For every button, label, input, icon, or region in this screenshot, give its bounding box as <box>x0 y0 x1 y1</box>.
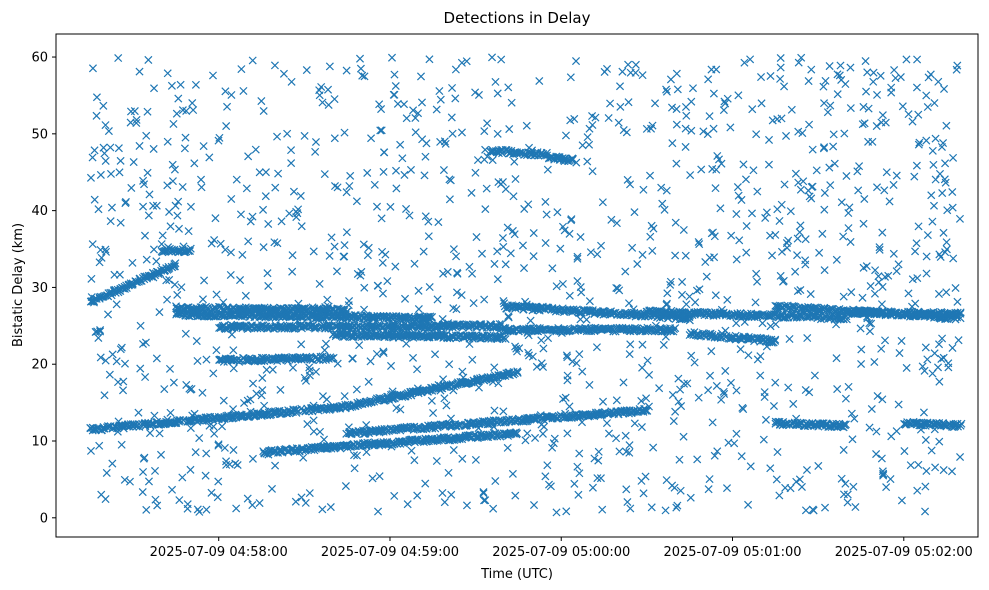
data-markers <box>86 53 966 517</box>
y-axis-label: Bistatic Delay (km) <box>11 223 26 347</box>
detection-marker <box>332 441 341 450</box>
detection-marker <box>170 262 179 271</box>
detection-marker <box>465 433 474 442</box>
detection-marker <box>165 263 174 273</box>
y-tick-label: 20 <box>31 358 48 373</box>
y-tick-label: 60 <box>31 51 48 66</box>
y-tick-label: 40 <box>31 204 48 219</box>
x-axis-label: Time (UTC) <box>480 567 553 582</box>
detection-marker <box>579 410 588 419</box>
detection-marker <box>553 414 562 423</box>
detection-marker <box>156 269 165 278</box>
y-tick-label: 30 <box>31 281 48 296</box>
y-tick-label: 50 <box>31 127 48 142</box>
detection-marker <box>335 402 344 411</box>
detection-marker <box>641 406 650 415</box>
detection-marker <box>512 429 522 438</box>
detection-marker <box>171 259 180 268</box>
x-tick-label: 2025-07-09 04:58:00 <box>150 545 288 560</box>
detection-marker <box>439 421 448 430</box>
x-tick-label: 2025-07-09 05:01:00 <box>663 545 801 560</box>
detection-marker <box>513 368 522 377</box>
detection-marker <box>643 406 652 415</box>
detection-marker <box>185 246 194 256</box>
detection-marker <box>128 420 137 429</box>
detection-marker <box>624 409 634 418</box>
detection-marker <box>186 244 195 253</box>
detection-marker <box>452 421 461 430</box>
x-tick-label: 2025-07-09 05:00:00 <box>492 545 630 560</box>
chart-title: Detections in Delay <box>444 9 591 27</box>
x-tick-label: 2025-07-09 04:59:00 <box>321 545 459 560</box>
y-tick-label: 0 <box>40 511 48 526</box>
detection-marker <box>176 416 185 425</box>
y-tick-label: 10 <box>31 435 48 450</box>
detection-marker <box>548 412 557 421</box>
x-tick-label: 2025-07-09 05:02:00 <box>835 545 973 560</box>
detection-marker <box>367 397 376 406</box>
